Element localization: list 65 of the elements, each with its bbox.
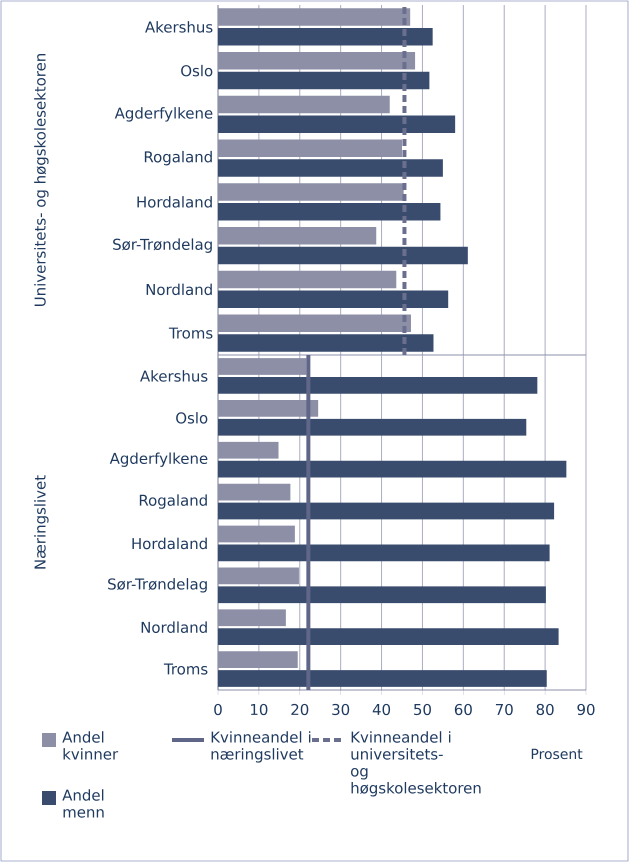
- bar: [218, 246, 468, 264]
- y-tick-label: Troms: [164, 664, 208, 675]
- bar: [218, 442, 279, 459]
- y-tick-label: Rogaland: [144, 150, 212, 166]
- bar: [218, 609, 286, 626]
- bar: [218, 670, 547, 687]
- y-tick-label: Rogaland: [140, 494, 207, 509]
- y-tick-label: Nordland: [146, 284, 212, 296]
- bar: [218, 418, 526, 436]
- bar: [218, 586, 546, 604]
- bar: [218, 400, 318, 417]
- bar: [218, 52, 416, 70]
- y-tick-label: Oslo: [176, 412, 208, 424]
- bar: [218, 460, 566, 478]
- x-tick-label: 40: [372, 704, 390, 716]
- legend-label: Andel kvinner: [62, 731, 118, 760]
- x-tick-label: 90: [577, 704, 595, 716]
- x-tick-label: 80: [536, 704, 554, 716]
- y-tick-label: Hordaland: [132, 538, 207, 550]
- x-tick-label: 60: [454, 704, 472, 716]
- y-tick-label: Sør-Trøndelag: [113, 238, 212, 253]
- y-tick-label: Troms: [168, 328, 212, 339]
- bar: [218, 484, 290, 501]
- y-axis-title: Næringslivet: [34, 475, 49, 569]
- y-tick-label: Agderfylkene: [110, 452, 208, 467]
- x-tick-label: 50: [414, 704, 431, 716]
- y-tick-label: Akershus: [140, 370, 208, 382]
- x-tick-label: 30: [332, 704, 350, 716]
- bar: [218, 159, 443, 177]
- bar: [218, 502, 554, 520]
- bar: [218, 270, 396, 288]
- bar: [218, 628, 559, 645]
- y-tick-label: Sør-Trøndelag: [108, 578, 207, 593]
- bar: [218, 202, 440, 220]
- y-tick-label: Oslo: [181, 64, 212, 76]
- bar: [218, 314, 411, 332]
- bar: [218, 96, 390, 114]
- y-tick-label: Akershus: [145, 21, 212, 33]
- legend-label: Andel menn: [62, 789, 104, 818]
- bar: [218, 140, 402, 158]
- bar: [218, 568, 299, 584]
- bar: [218, 290, 448, 308]
- x-tick-label: 70: [496, 704, 513, 716]
- bar: [218, 651, 298, 668]
- text: Kvinneandel i universitets- og høgskolesektoren: [351, 731, 481, 796]
- y-tick-label: Agderfylkene: [114, 107, 212, 122]
- x-tick-label: 0: [214, 704, 222, 716]
- bar: [218, 8, 410, 26]
- bar: [218, 544, 550, 562]
- legend-label: Kvinneandel i næringslivet: [212, 731, 310, 763]
- bar: [218, 526, 295, 542]
- bar: [218, 28, 433, 46]
- bar: [218, 227, 376, 245]
- bar: [218, 115, 456, 133]
- bar: [218, 334, 434, 352]
- x-axis-title: Prosent: [532, 748, 582, 760]
- bar: [218, 72, 430, 90]
- bar: [218, 358, 306, 375]
- y-axis-title: Universitets- og høgskolesektoren: [34, 54, 49, 306]
- x-tick-label: 10: [251, 704, 268, 716]
- bar: [218, 183, 404, 201]
- x-tick-label: 20: [291, 704, 308, 716]
- y-tick-label: Hordaland: [137, 196, 212, 208]
- y-tick-label: Nordland: [142, 621, 207, 633]
- bar: [218, 376, 538, 394]
